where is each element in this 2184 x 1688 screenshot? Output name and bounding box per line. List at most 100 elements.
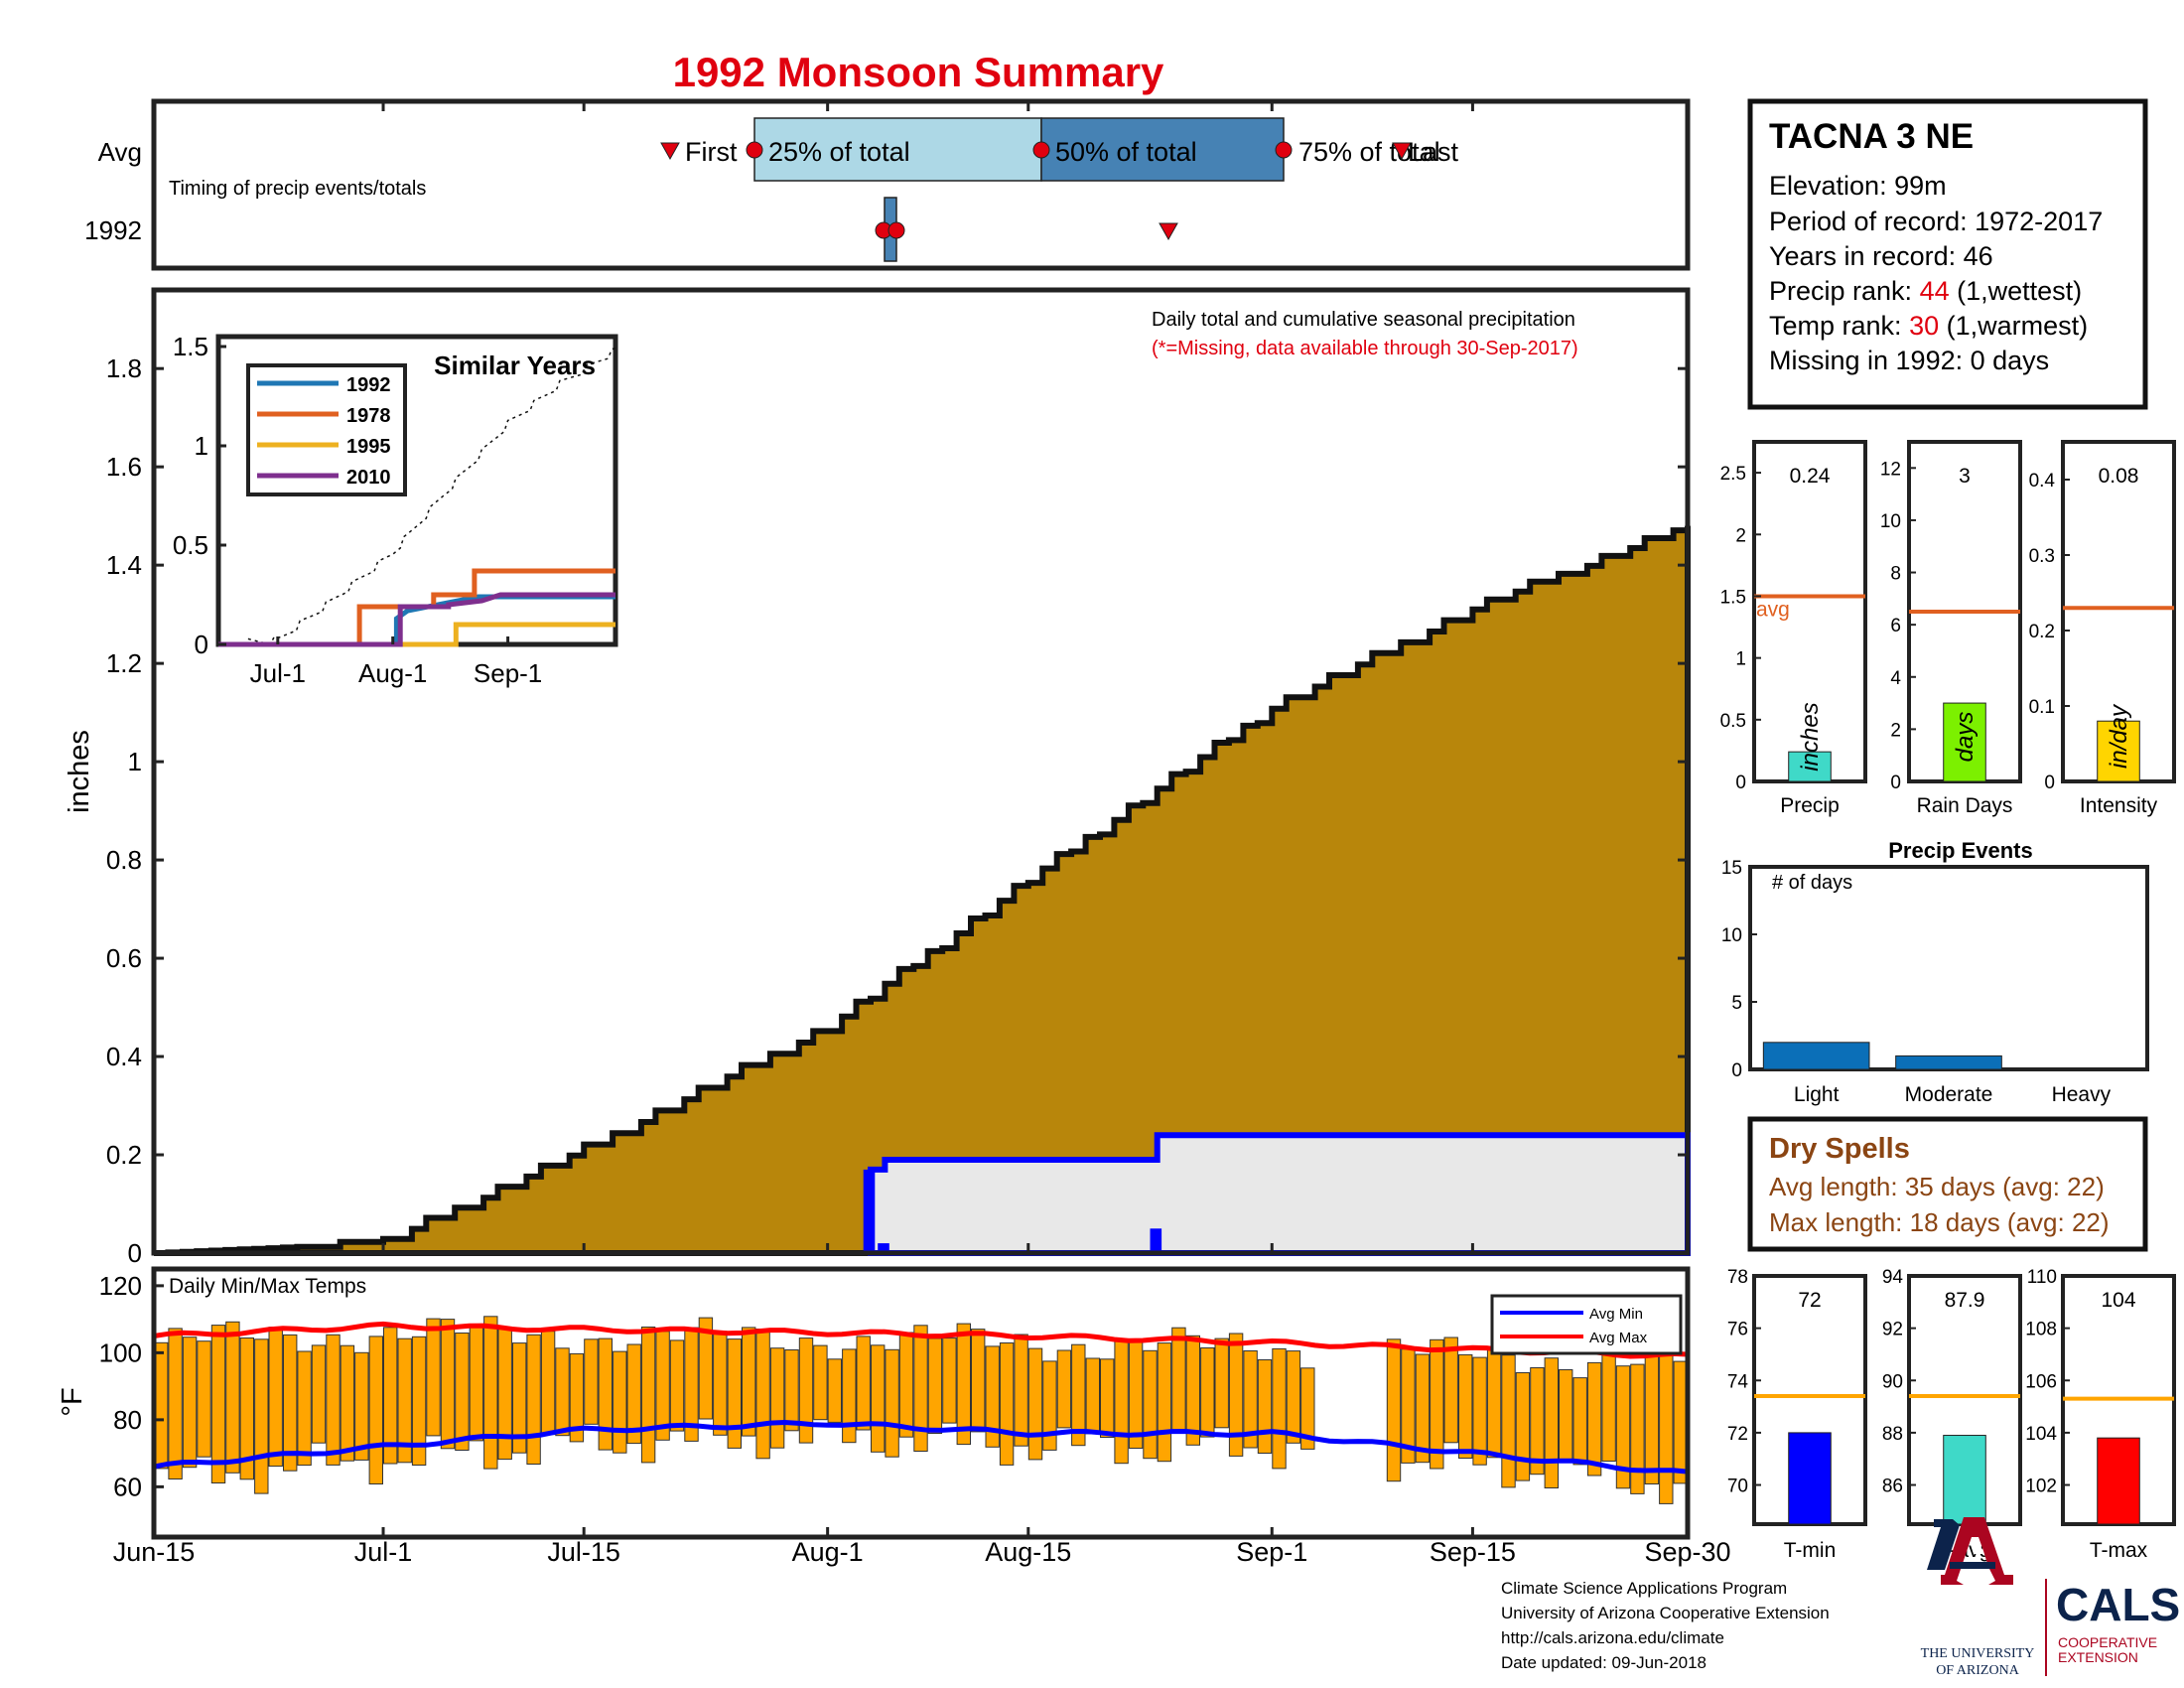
temp-bar-29	[569, 1352, 585, 1443]
temp-stat-label-0: T-min	[1784, 1539, 1837, 1562]
precip-ytick-label-6: 1.2	[106, 648, 142, 678]
temp-bar-76	[1243, 1350, 1258, 1449]
temp-bar-94	[1501, 1354, 1516, 1488]
temp-bar-19	[426, 1318, 441, 1437]
temp-bar-75	[1228, 1333, 1244, 1457]
daily-precip-bar-0	[863, 1169, 876, 1253]
temp-y-ticks: 60 80 100 120	[99, 1271, 164, 1501]
stat-ticklabel-1-2: 4	[1890, 668, 1901, 689]
stat-ticklabel-1-4: 8	[1890, 564, 1901, 585]
temp-bar-25	[512, 1342, 527, 1454]
legend-2010: 2010	[346, 467, 391, 489]
stat-unit-0: inches	[1797, 702, 1824, 771]
stat-ticklabel-1-0: 0	[1890, 773, 1901, 793]
temp-bar-38	[698, 1317, 714, 1420]
stat-ticklabel-0-4: 2	[1735, 525, 1746, 546]
temp-bar-52	[898, 1332, 914, 1438]
credit-line-2: University of Arizona Cooperative Extens…	[1501, 1604, 1830, 1622]
temp-bar-13	[340, 1344, 355, 1462]
timing-row-year: 1992	[84, 215, 142, 245]
temp-bar-67	[1114, 1340, 1129, 1465]
stat-ticklabel-2-1: 0.1	[2029, 697, 2055, 718]
station-years: Years in record: 46	[1769, 241, 1993, 271]
temp-bar-64	[1071, 1343, 1086, 1447]
stat-ticklabel-0-5: 2.5	[1720, 464, 1746, 485]
p50-label: 50% of total	[1055, 137, 1197, 167]
dry-max: Max length: 18 days (avg: 22)	[1769, 1207, 2110, 1237]
stat-bar-1	[1943, 702, 1986, 782]
temp-bar-49	[856, 1336, 871, 1431]
temp-bar-11	[311, 1344, 327, 1444]
temp-bar-21	[455, 1333, 470, 1451]
temp-bar-55	[942, 1337, 957, 1424]
stat-ticklabel-2-0: 0	[2044, 773, 2055, 793]
date-x-ticks: Jun-15 Jul-1 Jul-15 Aug-1 Aug-15 Sep-1 Sep-15 S…	[113, 101, 1731, 1567]
station-temp-rank: Temp rank: 30 (1,warmest)	[1769, 311, 2088, 342]
station-name: TACNA 3 NE	[1769, 117, 1974, 156]
temp-bar-63	[1056, 1349, 1072, 1429]
similar-ytick-label-2: 1	[195, 431, 208, 461]
temp-ytick-label-0: 60	[113, 1472, 142, 1501]
1992-last-marker	[1159, 222, 1178, 241]
temp-bar-6	[239, 1337, 255, 1480]
temp-bar-66	[1100, 1358, 1115, 1439]
stat-unit-2: in/day	[2106, 703, 2132, 769]
temp-bar-56	[956, 1323, 971, 1446]
temp-ytick-label-1: 80	[113, 1405, 142, 1435]
temp-stat-ticklabel-1-0: 86	[1882, 1477, 1903, 1497]
legend-1992: 1992	[346, 374, 391, 396]
temp-bar-30	[584, 1338, 599, 1425]
temp-bar-97	[1544, 1357, 1559, 1488]
stat-panel-frame-0	[1752, 440, 1867, 783]
events-title: Precip Events	[1888, 838, 2033, 863]
temp-bar-41	[742, 1327, 756, 1437]
event-ticklabel-3: 15	[1721, 858, 1742, 879]
temp-ytick-label-2: 100	[99, 1337, 142, 1367]
stat-bar-0	[1788, 751, 1832, 782]
temp-ytick-label-3: 120	[99, 1271, 142, 1301]
temp-bar-62	[1042, 1360, 1057, 1451]
stat-ticklabel-2-2: 0.2	[2029, 622, 2055, 642]
temp-bar-105	[1659, 1346, 1674, 1504]
temp-stat-panels: 72T-min707274767887.9T-avg8688909294104T…	[1727, 1267, 2176, 1562]
event-bar-0	[1762, 1042, 1870, 1070]
precip-ytick-label-7: 1.4	[106, 550, 142, 580]
temp-bar-91	[1458, 1353, 1473, 1460]
temp-bar-57	[971, 1329, 986, 1433]
temp-bar-54	[927, 1337, 943, 1435]
stat-ticklabel-2-3: 0.3	[2029, 546, 2055, 567]
xtick-label-5: Sep-1	[1236, 1537, 1307, 1567]
stat-label-2: Intensity	[2080, 794, 2158, 817]
last-label: Last	[1408, 137, 1459, 167]
precip-ytick-label-1: 0.2	[106, 1140, 142, 1170]
temp-bar-32	[613, 1350, 627, 1454]
p75-label: 75% of total	[1298, 137, 1440, 167]
temp-bar-36	[669, 1339, 685, 1432]
precip-ytick-label-2: 0.4	[106, 1042, 142, 1071]
xtick-label-6: Sep-15	[1430, 1537, 1516, 1567]
first-marker	[660, 142, 680, 161]
similar-xtick-label-1: Aug-1	[358, 658, 427, 688]
temp-bar-16	[383, 1327, 398, 1465]
temp-bar-86	[1386, 1338, 1402, 1482]
stat-value-2: 0.08	[2099, 465, 2139, 488]
temp-stat-ticklabel-0-4: 78	[1727, 1267, 1748, 1288]
temp-stat-ticklabel-1-4: 94	[1882, 1267, 1904, 1288]
temp-bar-7	[254, 1338, 269, 1494]
timing-row-avg: Avg	[98, 137, 142, 167]
stat-ticklabel-1-3: 6	[1890, 616, 1901, 636]
temp-bar-103	[1630, 1363, 1645, 1494]
xtick-label-4: Aug-15	[985, 1537, 1071, 1567]
event-ticklabel-2: 10	[1721, 925, 1742, 946]
temp-bar-106	[1673, 1360, 1688, 1484]
temp-stat-ticklabel-2-2: 106	[2025, 1371, 2057, 1392]
station-precip-rank: Precip rank: 44 (1,wettest)	[1769, 276, 2082, 307]
xtick-label-2: Jul-15	[547, 1537, 620, 1567]
temps-panel: 60 80 100 120 Daily Min/Max Temps °F Avg Mi…	[57, 1266, 1691, 1540]
precip-y-ticks: 0 0.2 0.4 0.6 0.8 1 1.2 1.4 1.6 1.8	[106, 353, 1688, 1268]
credit-line-4: Date updated: 09-Jun-2018	[1501, 1653, 1706, 1672]
event-bar-1	[1895, 1055, 2002, 1070]
dry-avg: Avg length: 35 days (avg: 22)	[1769, 1172, 2105, 1201]
temp-bar-43	[769, 1347, 785, 1449]
